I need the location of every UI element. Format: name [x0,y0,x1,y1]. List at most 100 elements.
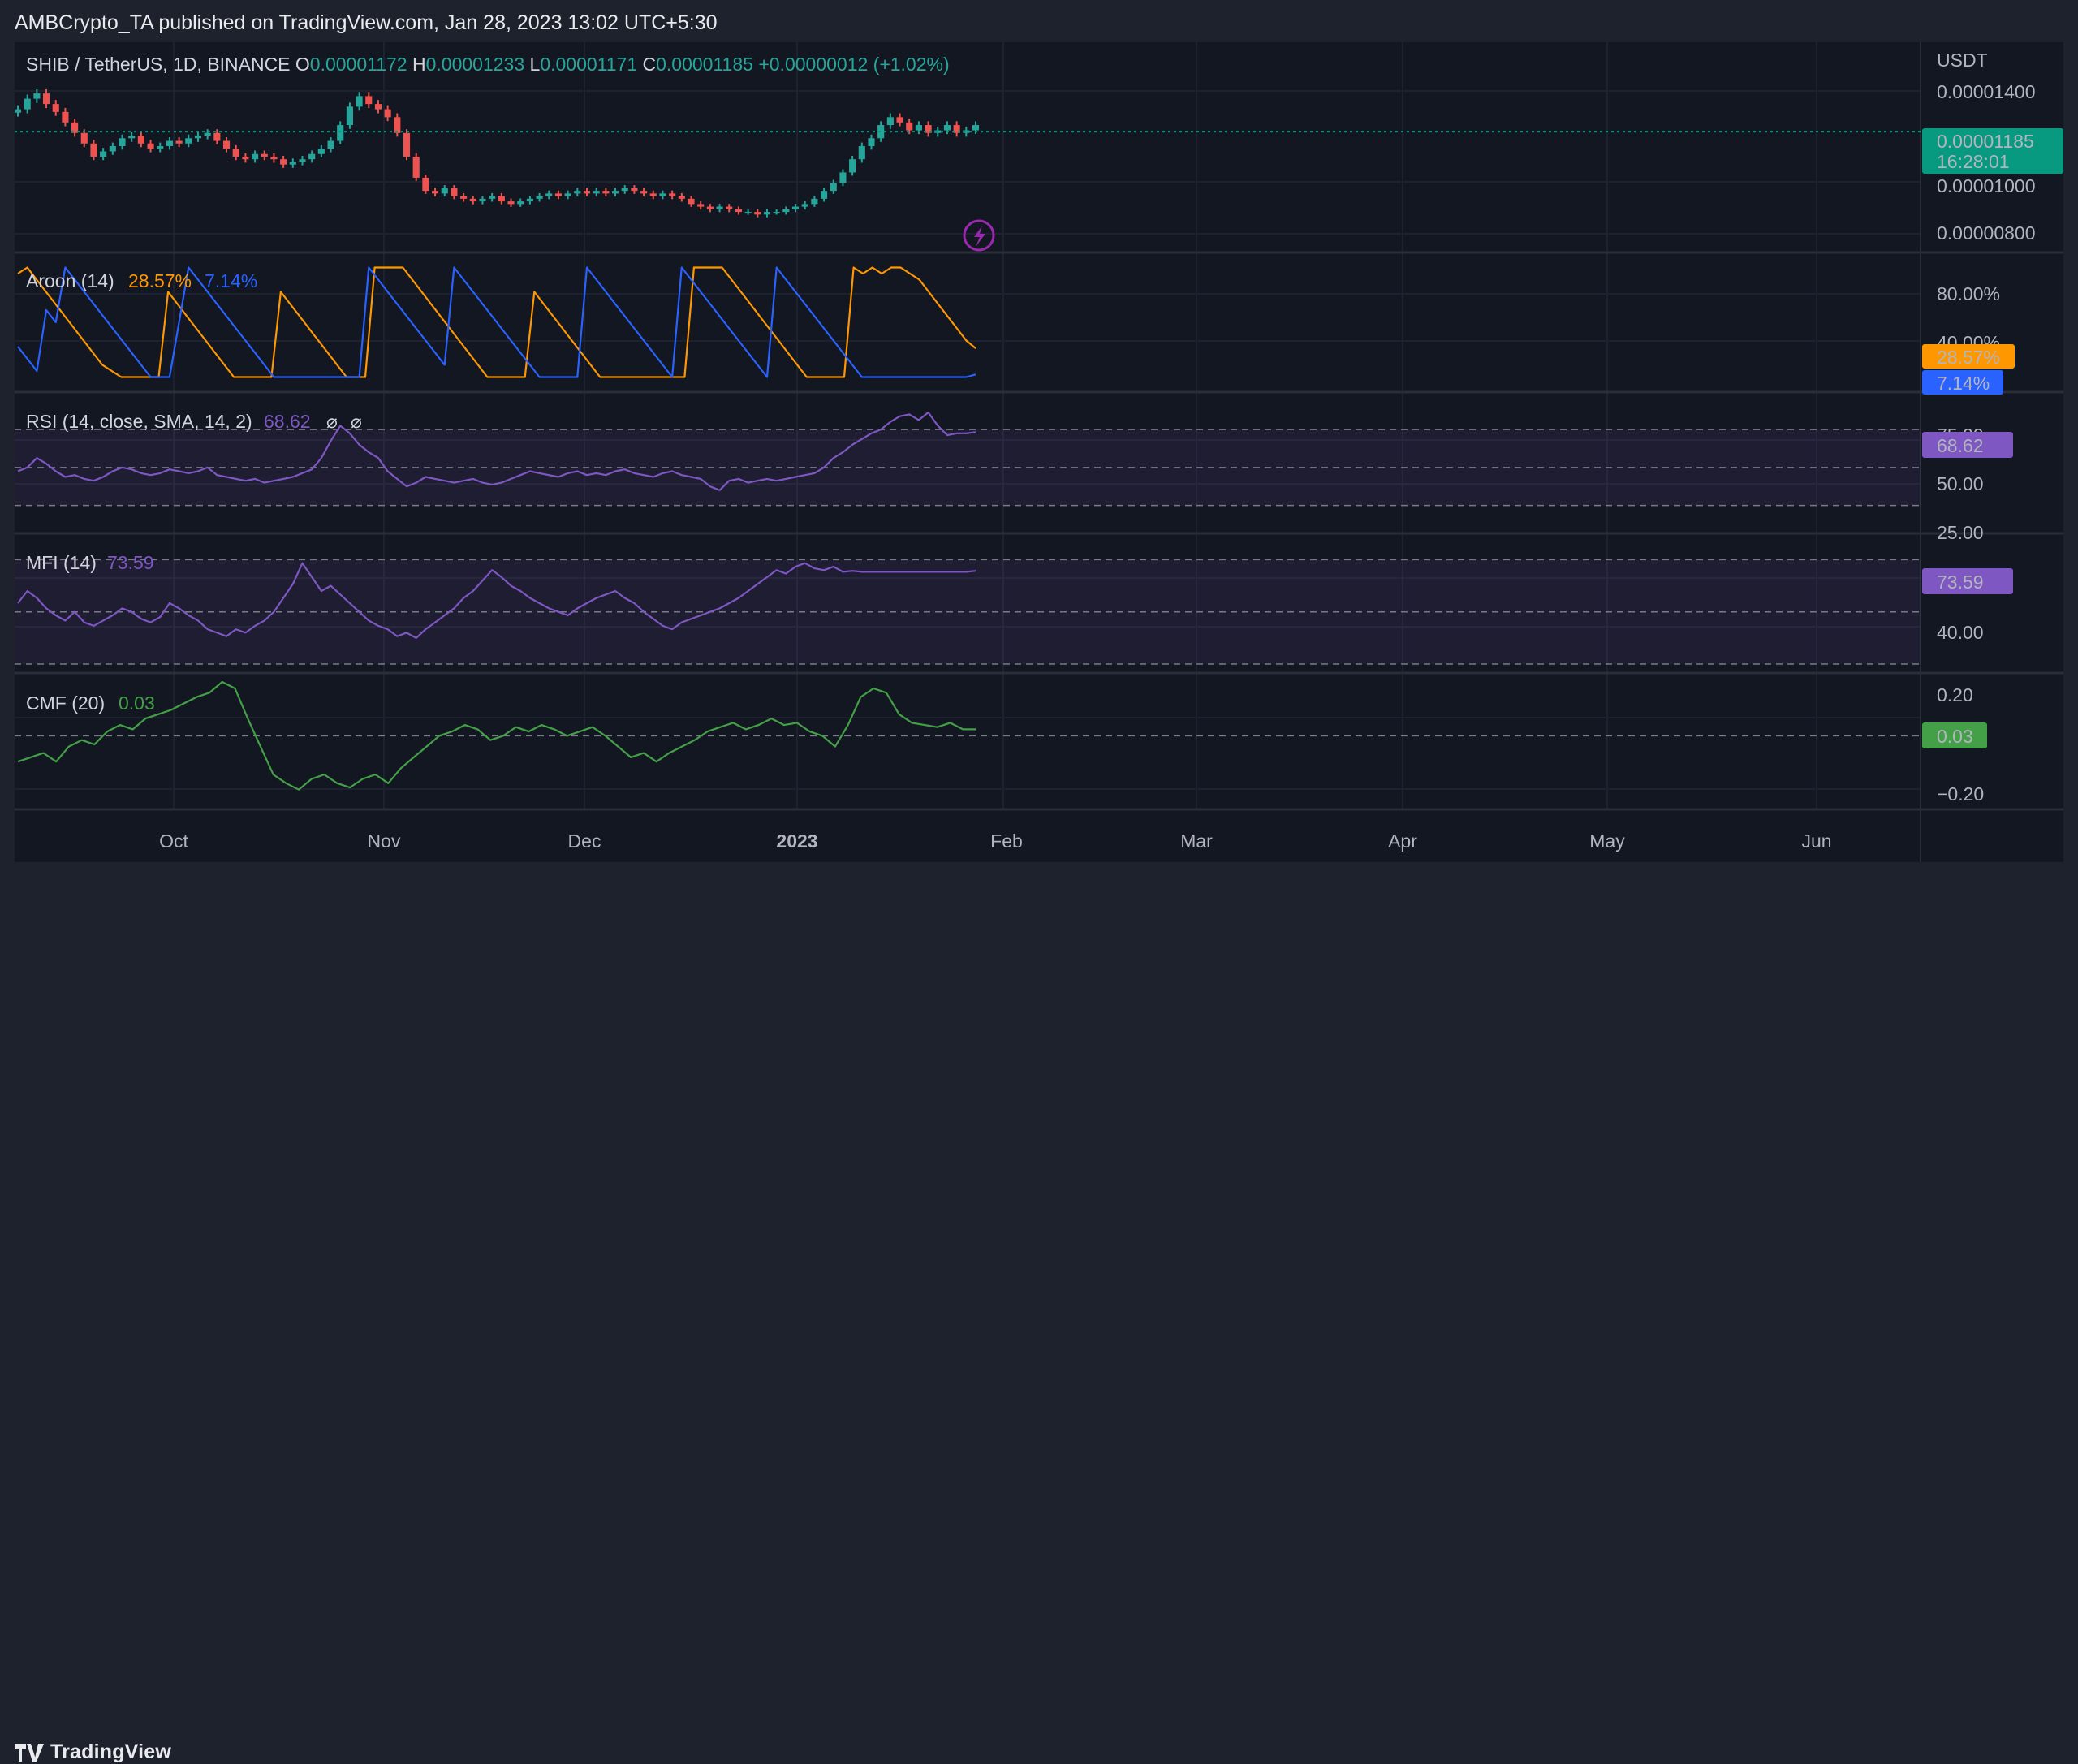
aroon-down-line[interactable] [17,266,976,378]
candle-body[interactable] [252,153,259,160]
candle-body[interactable] [441,188,448,194]
candle-body[interactable] [602,191,610,194]
candle-body[interactable] [716,206,723,209]
candle-body[interactable] [925,125,932,133]
candle-body[interactable] [706,206,714,209]
candle-body[interactable] [744,212,752,214]
candle-body[interactable] [963,130,970,133]
candle-body[interactable] [52,104,59,112]
candle-body[interactable] [337,125,344,141]
candle-body[interactable] [308,153,316,160]
candle-body[interactable] [460,196,468,199]
candle-body[interactable] [821,191,828,199]
candle-body[interactable] [526,198,533,202]
candle-body[interactable] [545,193,553,196]
candle-body[interactable] [934,130,942,133]
candle-body[interactable] [394,117,401,133]
candle-body[interactable] [33,93,41,99]
candle-body[interactable] [137,136,144,144]
aroon-up-line[interactable] [17,266,976,378]
candle-body[interactable] [42,93,50,105]
candle-body[interactable] [280,159,287,165]
candle-body[interactable] [498,196,505,202]
candle-body[interactable] [943,125,951,131]
candle-body[interactable] [261,153,268,157]
candle-body[interactable] [868,138,875,146]
candle-body[interactable] [631,188,638,192]
candle-body[interactable] [175,140,183,144]
lightning-icon[interactable] [963,219,995,252]
candle-body[interactable] [213,132,221,141]
candle-body[interactable] [659,193,666,196]
candle-body[interactable] [412,156,420,178]
candle-body[interactable] [972,125,980,131]
candle-body[interactable] [953,125,960,133]
candle-body[interactable] [564,193,571,196]
candle-body[interactable] [80,132,88,144]
candle-body[interactable] [688,198,695,205]
candle-body[interactable] [431,191,439,194]
candle-body[interactable] [763,212,771,215]
candle-body[interactable] [374,104,382,110]
candle-body[interactable] [773,212,780,214]
candle-body[interactable] [906,122,913,131]
candle-body[interactable] [583,191,591,194]
candle-body[interactable] [365,96,373,105]
candle-body[interactable] [754,212,761,215]
candle-body[interactable] [109,146,116,152]
candle-body[interactable] [356,96,363,107]
candle-body[interactable] [915,125,922,131]
candle-body[interactable] [858,146,865,160]
rsi-line[interactable] [17,411,976,492]
candle-body[interactable] [649,193,657,196]
candle-body[interactable] [90,143,97,157]
candle-body[interactable] [403,132,411,157]
candle-body[interactable] [536,196,543,199]
candle-body[interactable] [830,183,837,192]
candle-body[interactable] [128,136,136,139]
candle-body[interactable] [811,198,818,205]
candle-body[interactable] [726,206,733,209]
candle-body[interactable] [100,151,107,157]
tradingview-logo[interactable]: TradingView [15,1740,171,1764]
candle-body[interactable] [422,177,429,192]
candle-body[interactable] [384,109,391,118]
candle-body[interactable] [451,188,458,196]
candle-body[interactable] [574,191,581,194]
candle-body[interactable] [346,106,353,126]
candle-body[interactable] [669,193,676,196]
candle-body[interactable] [886,117,894,126]
candle-body[interactable] [877,125,885,139]
candle-body[interactable] [317,149,325,154]
candle-body[interactable] [489,196,496,199]
candle-body[interactable] [232,149,239,157]
candle-body[interactable] [479,198,486,202]
candle-body[interactable] [242,156,249,160]
chart-canvas[interactable]: SHIB / TetherUS, 1D, BINANCE O0.00001172… [15,42,2063,862]
candle-body[interactable] [839,172,847,183]
candle-body[interactable] [15,109,22,113]
candle-body[interactable] [166,140,173,146]
candle-body[interactable] [621,188,628,192]
candle-body[interactable] [119,138,126,146]
cmf-line[interactable] [17,680,976,791]
chart-frame[interactable]: SHIB / TetherUS, 1D, BINANCE O0.00001172… [15,42,2063,862]
candle-body[interactable] [204,132,211,136]
candle-body[interactable] [791,206,800,209]
candle-body[interactable] [697,204,705,207]
candle-body[interactable] [194,136,202,139]
candle-body[interactable] [147,143,154,149]
candle-body[interactable] [896,117,903,123]
candle-body[interactable] [593,191,600,194]
candle-body[interactable] [849,159,856,173]
candle-body[interactable] [801,204,808,207]
candle-body[interactable] [299,159,306,162]
candle-body[interactable] [71,122,79,133]
candle-body[interactable] [507,201,515,205]
candle-body[interactable] [270,156,278,160]
candle-body[interactable] [611,191,619,194]
candle-body[interactable] [327,140,334,149]
mfi-line[interactable] [17,562,976,640]
candle-body[interactable] [469,198,476,202]
candle-body[interactable] [157,146,164,149]
